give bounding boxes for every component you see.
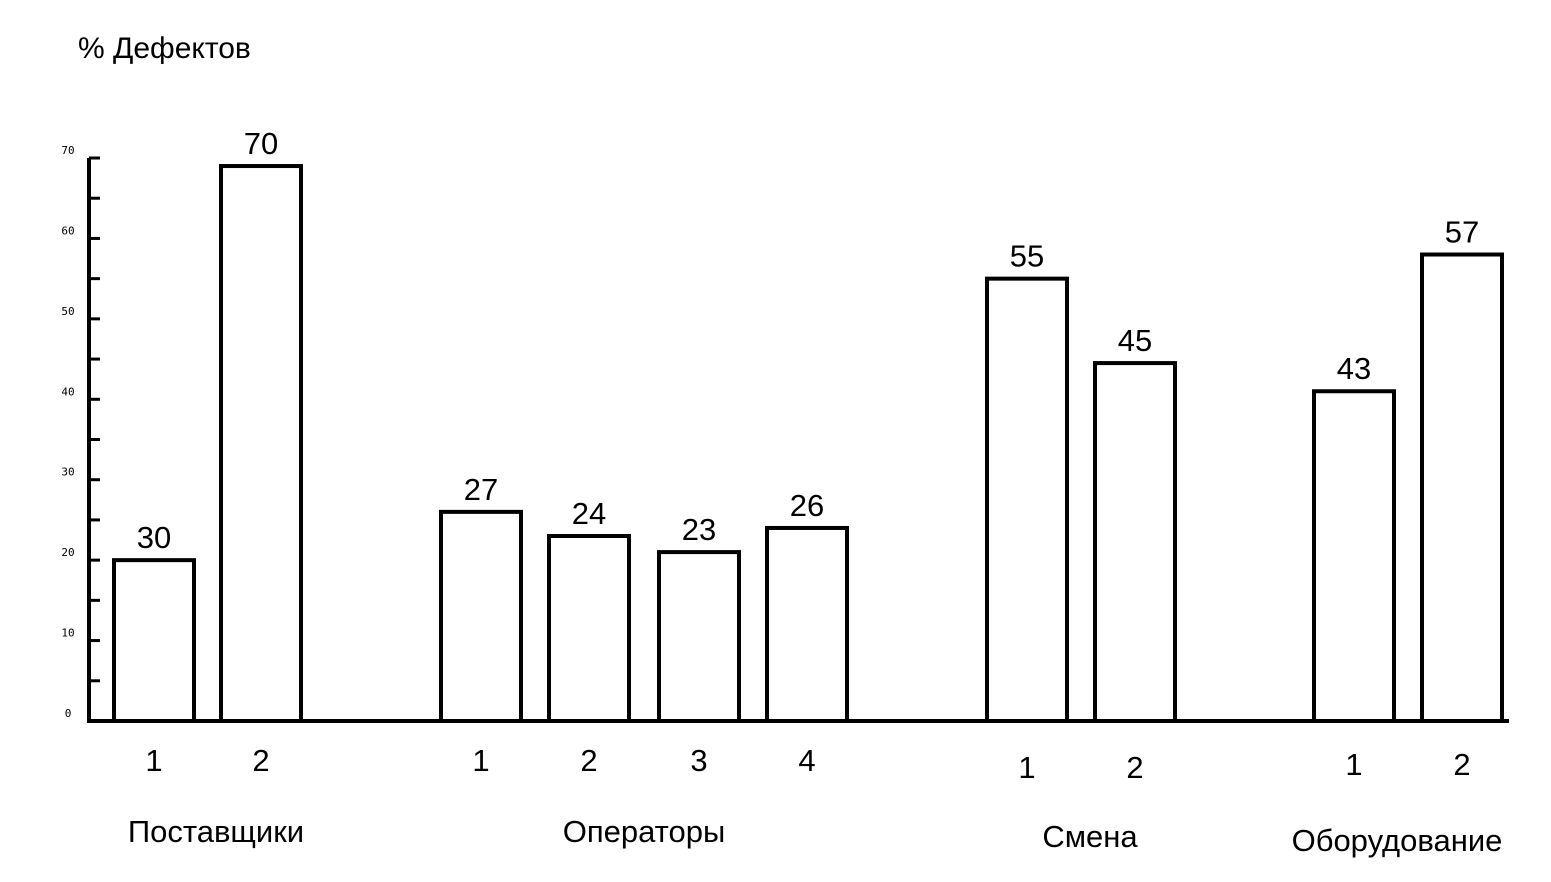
bar-value-label: 55 [1010,239,1044,274]
bars [112,164,1504,724]
bar [547,534,631,723]
labels: 30 1 70 2 Поставщики 27 1 24 2 23 3 26 4 Операторы 55 1… [128,126,1503,858]
y-tick-label: 50 [61,305,74,318]
x-category-label: 4 [798,743,815,778]
bar [985,276,1069,723]
y-tick-label: 70 [61,144,74,157]
bar [1420,252,1504,723]
y-tick-label: 60 [61,224,74,237]
bar-value-label: 23 [682,512,716,547]
group-label: Поставщики [128,814,304,849]
x-category-label: 2 [1453,747,1470,782]
bar [1093,361,1177,723]
x-category-label: 2 [1126,750,1143,785]
x-category-label: 2 [252,743,269,778]
x-category-label: 1 [145,743,162,778]
x-category-label: 2 [580,743,597,778]
bar [112,558,196,724]
x-category-label: 1 [1018,750,1035,785]
group-label: Операторы [563,814,726,849]
x-category-label: 1 [472,743,489,778]
y-axis-label: % Дефектов [78,32,251,65]
y-tick-label: 0 [65,707,72,720]
group-label: Смена [1042,819,1138,854]
bar [657,550,741,723]
bar-value-label: 43 [1337,351,1371,386]
bar [219,164,303,724]
x-category-label: 3 [690,743,707,778]
y-ticks: 0 10 20 30 40 50 60 70 [61,144,100,723]
y-tick-label: 30 [61,466,74,479]
bar [439,509,523,723]
y-tick-label: 40 [61,385,74,398]
y-tick-label: 20 [61,546,74,559]
group-label: Оборудование [1292,823,1503,858]
bar-value-label: 30 [137,520,171,555]
bar-value-label: 24 [572,496,606,531]
bar-value-label: 45 [1118,323,1152,358]
bar-value-label: 26 [790,488,824,523]
bar [1312,389,1396,723]
bar [765,525,849,723]
bar-value-label: 57 [1445,215,1479,250]
bar-value-label: 70 [244,126,278,161]
x-category-label: 1 [1345,747,1362,782]
bar-value-label: 27 [464,472,498,507]
y-tick-label: 10 [61,627,74,640]
